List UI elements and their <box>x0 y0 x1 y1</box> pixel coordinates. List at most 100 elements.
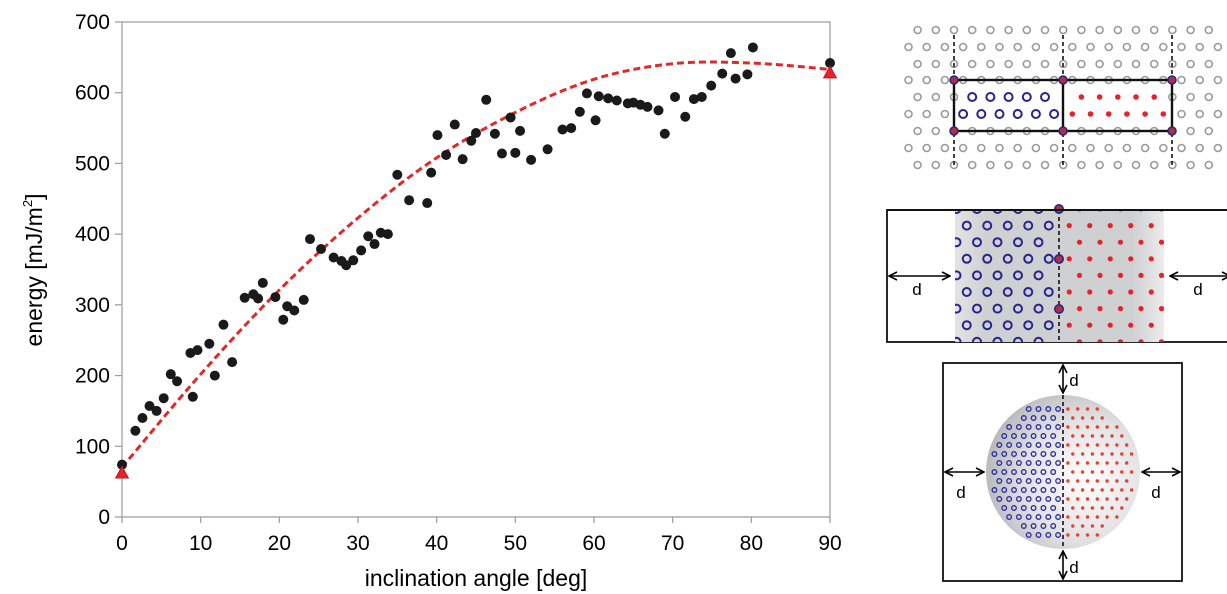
blue-atom <box>955 336 962 342</box>
data-point <box>510 147 521 158</box>
data-point <box>253 293 264 304</box>
gray-atom <box>931 59 941 69</box>
gray-atom <box>1077 59 1086 69</box>
blue-atom <box>1043 253 1054 264</box>
blue-atom <box>955 210 962 214</box>
gray-atom <box>940 143 950 153</box>
x-tick-label: 20 <box>268 532 291 555</box>
red-atom <box>1107 223 1113 229</box>
blue-atom <box>1030 487 1037 493</box>
red-atom <box>1158 339 1164 342</box>
gray-atom <box>967 160 977 170</box>
blue-atom <box>1043 320 1054 331</box>
sphere-gap-right-label: d <box>1151 483 1160 502</box>
red-atom <box>1076 533 1080 537</box>
red-atom <box>1100 506 1104 510</box>
red-atom <box>1095 479 1100 483</box>
blue-atom <box>1015 424 1022 430</box>
corner-atom <box>949 75 959 85</box>
red-atom <box>1076 497 1080 501</box>
data-point <box>526 154 537 165</box>
gray-atom <box>1004 59 1013 69</box>
gray-atom <box>931 25 941 35</box>
data-point <box>466 135 477 146</box>
red-atom <box>1142 111 1148 117</box>
red-atom <box>1071 470 1075 474</box>
red-atom <box>1066 461 1070 465</box>
blue-atom <box>1045 442 1052 448</box>
corner-atom <box>1167 75 1177 85</box>
blue-atom <box>1002 220 1013 231</box>
gray-atom <box>1195 109 1204 119</box>
red-atom <box>1080 506 1085 510</box>
blue-atom <box>1040 433 1047 439</box>
blue-atom <box>1040 451 1047 457</box>
gray-atom <box>931 92 941 102</box>
red-atom <box>1071 488 1075 492</box>
y-tick-label: 0 <box>98 506 110 529</box>
red-atom <box>1076 515 1080 519</box>
gray-atom <box>1068 143 1077 153</box>
gray-atom <box>1104 42 1113 52</box>
blue-atom <box>1030 505 1037 511</box>
blue-atom <box>942 222 950 230</box>
data-point <box>825 58 835 69</box>
blue-atom <box>1002 253 1013 264</box>
red-atom <box>1095 461 1100 465</box>
red-atom <box>1115 443 1119 447</box>
gray-atom <box>922 75 932 85</box>
gray-atom <box>1213 109 1223 119</box>
red-atom <box>1158 239 1164 245</box>
data-point <box>542 144 553 155</box>
blue-atom <box>1045 406 1052 412</box>
x-tick-label: 40 <box>425 532 448 555</box>
red-atom <box>1125 497 1129 501</box>
data-point <box>239 292 250 303</box>
red-atom <box>1085 461 1090 465</box>
gray-atom <box>940 109 950 119</box>
blue-atom <box>1033 210 1044 214</box>
blue-atom <box>961 253 972 264</box>
x-axis-ticks: 0 10 20 30 40 50 60 70 80 90 <box>116 517 842 555</box>
red-atom <box>1085 497 1090 501</box>
gray-atom <box>940 42 950 52</box>
sphere-schematic: d d d d <box>942 362 1183 582</box>
blue-atom <box>1021 92 1032 102</box>
blue-atom <box>1040 505 1047 511</box>
blue-atom <box>1055 406 1062 412</box>
red-atom <box>1105 461 1109 465</box>
blue-atom <box>1040 487 1047 493</box>
gray-atom <box>958 143 968 153</box>
red-atom <box>1090 470 1095 474</box>
data-point <box>341 260 352 271</box>
blue-atom <box>1050 433 1057 439</box>
corner-atom <box>1058 75 1068 85</box>
data-point <box>328 252 339 263</box>
gray-atom <box>1040 160 1050 170</box>
x-tick-label: 60 <box>582 532 605 555</box>
red-atom <box>1087 289 1093 295</box>
gray-atom <box>1031 42 1041 52</box>
red-atom <box>1160 111 1167 117</box>
gray-atom <box>1177 42 1186 52</box>
gray-atom <box>940 75 950 85</box>
data-point <box>165 369 176 380</box>
blue-atom <box>1050 505 1057 511</box>
blue-atom <box>972 270 982 281</box>
gray-atom <box>1104 143 1113 153</box>
gray-atom <box>1131 59 1141 69</box>
data-point <box>172 376 183 387</box>
blue-atom <box>1023 220 1034 231</box>
blue-atom <box>1015 514 1022 520</box>
blue-atom <box>996 496 1003 502</box>
red-atom <box>1138 339 1144 342</box>
blue-atom <box>942 255 950 263</box>
red-atom <box>1138 239 1144 245</box>
gray-atom <box>913 25 922 35</box>
blue-atom <box>972 303 982 314</box>
red-atom <box>1090 452 1095 456</box>
red-atom <box>1076 443 1080 447</box>
fit-curve <box>120 60 831 469</box>
red-atom <box>1115 94 1121 100</box>
gray-atom <box>949 59 959 69</box>
